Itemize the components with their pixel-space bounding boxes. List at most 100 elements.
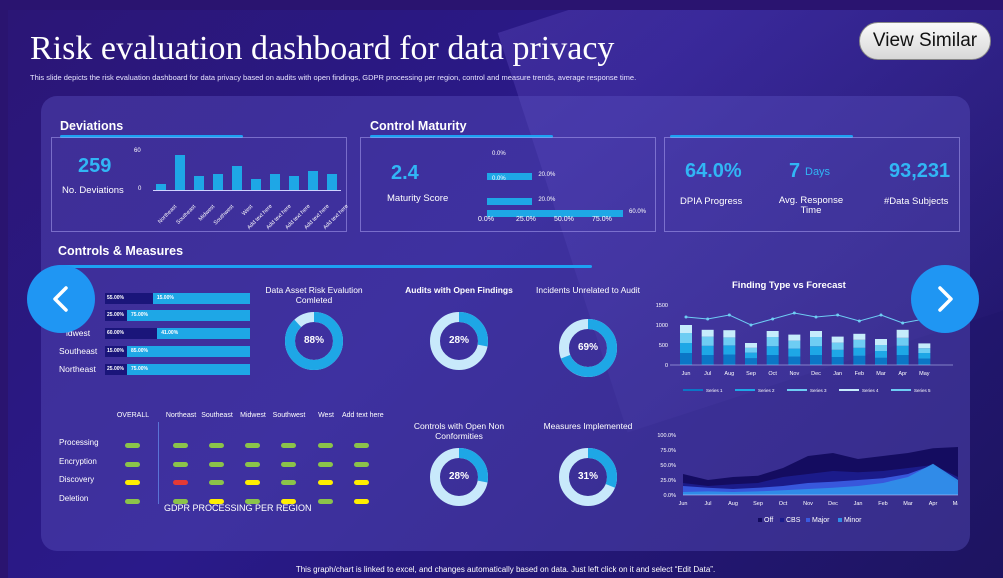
region-bar-b-label: 15.00% bbox=[156, 295, 174, 301]
finding-xtick: Jul bbox=[704, 371, 711, 377]
forecast-point bbox=[879, 313, 883, 317]
deviations-card[interactable] bbox=[51, 137, 347, 232]
gdpr-status-pill bbox=[209, 443, 224, 448]
page-subtitle: This slide depicts the risk evaluation d… bbox=[30, 73, 637, 82]
gdpr-status-pill bbox=[173, 499, 188, 504]
maturity-bar-label: 20.0% bbox=[538, 197, 556, 203]
region-bar-b bbox=[105, 328, 250, 339]
finding-xtick: Nov bbox=[789, 371, 799, 377]
region-bar-b bbox=[105, 364, 250, 375]
forecast-point bbox=[684, 315, 688, 319]
region-bar-a bbox=[105, 310, 127, 321]
gdpr-status-pill bbox=[281, 462, 296, 467]
gdpr-column-header: Northeast bbox=[165, 412, 197, 419]
finding-legend-label: Series 3 bbox=[810, 388, 827, 393]
forecast-point bbox=[836, 313, 840, 317]
deviations-bar bbox=[270, 174, 280, 190]
gdpr-status-pill bbox=[354, 443, 369, 448]
finding-bar bbox=[788, 348, 801, 357]
donut-value: 28% bbox=[448, 471, 469, 482]
area-xtick: Aug bbox=[728, 501, 738, 507]
region-bar-a bbox=[105, 328, 158, 339]
donut-chart[interactable] bbox=[424, 306, 494, 376]
deviations-bar bbox=[308, 171, 318, 190]
deviations-axis bbox=[153, 190, 341, 191]
gdpr-divider bbox=[158, 422, 159, 504]
deviations-bar bbox=[175, 154, 185, 190]
deviations-title: Deviations bbox=[60, 119, 124, 133]
region-label: Southeast bbox=[59, 346, 98, 356]
finding-bar bbox=[788, 334, 801, 341]
region-bar-b-label: 75.00% bbox=[131, 312, 148, 318]
gdpr-footer: GDPR PROCESSING PER REGION bbox=[164, 503, 312, 513]
forecast-point bbox=[814, 315, 818, 319]
donut-title: Data Asset Risk Evalution Comleted bbox=[265, 285, 363, 305]
kpi-response-value: 7 bbox=[789, 160, 801, 182]
area-series bbox=[683, 463, 958, 495]
area-legend-swatch bbox=[806, 518, 810, 522]
maturity-bar-label: 20.0% bbox=[538, 172, 556, 178]
kpi-underline bbox=[670, 135, 853, 138]
finding-bar bbox=[810, 346, 822, 355]
control-maturity-card[interactable] bbox=[360, 137, 656, 232]
view-similar-button[interactable]: View Similar bbox=[859, 22, 991, 60]
deviations-value: 259 bbox=[78, 155, 112, 177]
region-bar-b bbox=[105, 293, 250, 304]
gdpr-row-label: Processing bbox=[59, 438, 99, 447]
forecast-point bbox=[792, 311, 796, 315]
gdpr-column-header: Southwest bbox=[272, 412, 306, 419]
donut-chart[interactable] bbox=[553, 442, 623, 512]
area-ytick: 25.0% bbox=[660, 478, 676, 484]
forecast-point bbox=[706, 317, 710, 321]
finding-bar bbox=[875, 339, 887, 345]
finding-bar bbox=[853, 339, 866, 348]
donut-chart[interactable] bbox=[424, 442, 494, 512]
finding-bar bbox=[723, 330, 736, 338]
gdpr-status-pill bbox=[354, 499, 369, 504]
gdpr-column-header: Add text here bbox=[342, 412, 384, 419]
forecast-point bbox=[901, 321, 905, 325]
finding-chart[interactable]: 1500 1000 500 0 Jun Jul Aug Sep Oct Nov Dec Jan Feb M… bbox=[648, 290, 958, 400]
deviations-bar bbox=[213, 173, 223, 190]
finding-bar bbox=[831, 342, 844, 350]
kpi-card[interactable] bbox=[664, 137, 960, 232]
gdpr-row-label: Encryption bbox=[59, 457, 97, 466]
kpi-dpia-label: DPIA Progress bbox=[680, 196, 743, 207]
deviations-bar bbox=[289, 176, 299, 190]
maturity-bar bbox=[487, 198, 533, 205]
area-chart[interactable]: 100.0% 75.0% 50.0% 25.0% 0.0%Jun Jul Aug Sep Oct… bbox=[648, 422, 958, 527]
deviations-bar bbox=[327, 174, 337, 190]
area-xtick: Jun bbox=[679, 501, 688, 507]
gdpr-status-pill bbox=[209, 462, 224, 467]
donut-chart[interactable] bbox=[279, 306, 349, 376]
finding-bar bbox=[853, 347, 866, 356]
finding-bar bbox=[896, 345, 909, 355]
finding-legend-label: Series 5 bbox=[914, 388, 931, 393]
finding-bar bbox=[766, 337, 779, 347]
donut-fill bbox=[285, 312, 343, 370]
maturity-xtick: 25.0% bbox=[516, 216, 536, 223]
region-bar-a-label: 15.00% bbox=[107, 348, 124, 354]
finding-bar bbox=[918, 343, 931, 349]
gdpr-status-pill bbox=[173, 480, 188, 485]
finding-xtick: Dec bbox=[811, 371, 821, 377]
donut-chart[interactable] bbox=[553, 313, 623, 383]
gdpr-status-pill bbox=[245, 443, 260, 448]
finding-bar bbox=[810, 355, 822, 365]
next-slide-button[interactable] bbox=[911, 265, 979, 333]
kpi-subjects-value: 93,231 bbox=[889, 160, 951, 182]
finding-bar bbox=[875, 351, 887, 358]
footer-note: This graph/chart is linked to excel, and… bbox=[295, 565, 716, 574]
kpi-response-unit: Days bbox=[805, 166, 831, 178]
prev-slide-button[interactable] bbox=[27, 265, 95, 333]
area-ytick: 50.0% bbox=[660, 463, 676, 469]
gdpr-status-pill bbox=[173, 443, 188, 448]
deviations-bar bbox=[251, 178, 261, 190]
area-xtick: Sep bbox=[753, 501, 763, 507]
gdpr-row-label: Discovery bbox=[59, 475, 95, 484]
deviations-bar bbox=[194, 176, 204, 190]
finding-bar bbox=[701, 355, 714, 365]
area-xtick: Dec bbox=[828, 501, 838, 507]
finding-ytick: 1500 bbox=[656, 303, 668, 309]
control-maturity-underline bbox=[370, 135, 553, 138]
